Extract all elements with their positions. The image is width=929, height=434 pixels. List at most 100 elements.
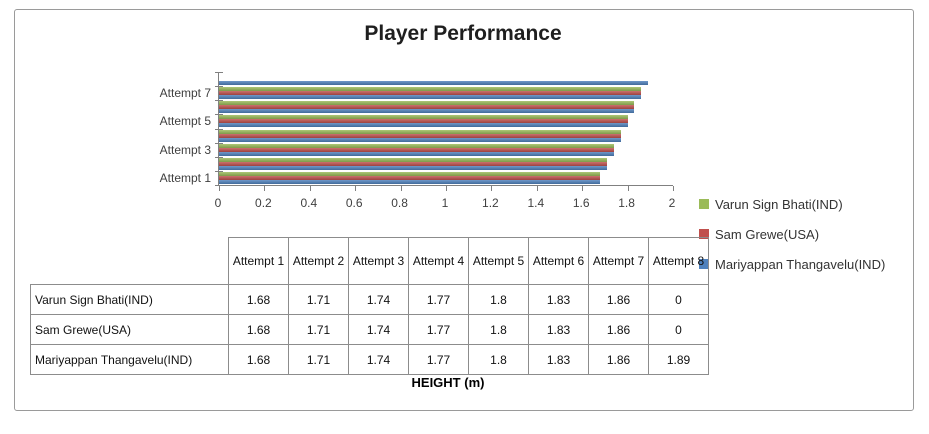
y-axis-tick — [215, 142, 223, 144]
table-cell: 1.74 — [348, 344, 409, 375]
bar-attempt-3-s1 — [219, 147, 614, 152]
table-cell: 1.77 — [408, 344, 469, 375]
table-column-header: Attempt 1 — [228, 237, 289, 285]
table-row: Mariyappan Thangavelu(IND) 1.68 1.71 1.74 1.… — [30, 344, 709, 375]
plot-area — [215, 72, 674, 191]
x-axis-tick-label: 1.6 — [572, 196, 590, 210]
y-axis-category-label: Attempt 5 — [159, 114, 211, 129]
bar-attempt-6-s0 — [219, 101, 635, 106]
legend-swatch-red-icon — [699, 229, 709, 239]
x-axis-title: HEIGHT (m) — [411, 375, 485, 390]
y-axis-category-label: Attempt 3 — [159, 142, 211, 157]
y-axis-tick — [215, 114, 223, 116]
x-axis-tick — [400, 186, 402, 191]
x-axis-tick-label: 1.2 — [482, 196, 499, 210]
bar-attempt-7-s0 — [219, 87, 642, 92]
data-table-grid: Attempt 1 Attempt 2 Attempt 3 Attempt 4 Atte… — [30, 237, 709, 375]
bar-attempt-3-s2 — [219, 151, 614, 156]
chart-title: Player Performance — [364, 22, 562, 45]
table-corner-cell — [30, 237, 229, 285]
bar-attempt-6-s1 — [219, 105, 635, 110]
x-axis-tick-label: 1 — [441, 196, 449, 210]
x-axis-tick-label: 0.6 — [345, 196, 363, 210]
table-cell: 1.71 — [288, 344, 349, 375]
x-axis-tick-label: 0.4 — [300, 196, 318, 210]
table-cell: 1.68 — [228, 284, 289, 315]
legend-swatch-green-icon — [699, 199, 709, 209]
legend-item-mariyappan: Mariyappan Thangavelu(IND) — [699, 254, 885, 274]
table-column-header: Attempt 4 — [408, 237, 469, 285]
y-axis-category-label: Attempt 7 — [159, 86, 211, 101]
table-row: Sam Grewe(USA) 1.68 1.71 1.74 1.77 1.8 1.83 1.8… — [30, 314, 709, 345]
bar-attempt-4-s2 — [219, 137, 621, 142]
x-axis-tick-label: 2 — [668, 196, 676, 210]
x-axis-tick — [309, 186, 311, 191]
x-axis-tick — [355, 186, 357, 191]
table-column-header: Attempt 8 — [648, 237, 709, 285]
x-axis-tick — [582, 186, 584, 191]
table-cell: 0 — [648, 284, 709, 315]
table-cell: 0 — [648, 314, 709, 345]
y-axis-tick — [215, 72, 223, 73]
x-axis-tick-label: 0 — [214, 196, 222, 210]
x-axis-tick — [446, 186, 447, 191]
bar-attempt-3-s0 — [219, 143, 614, 148]
table-cell: 1.86 — [588, 314, 649, 345]
table-row-header: Mariyappan Thangavelu(IND) — [30, 344, 229, 375]
table-cell: 1.83 — [528, 314, 589, 345]
table-row-header: Varun Sign Bhati(IND) — [30, 284, 229, 315]
bar-attempt-7-s1 — [219, 91, 642, 96]
table-cell: 1.74 — [348, 314, 409, 345]
x-axis-tick-label: 0.8 — [391, 196, 408, 210]
legend: Varun Sign Bhati(IND) Sam Grewe(USA) Mar… — [699, 194, 885, 284]
table-column-header: Attempt 7 — [588, 237, 649, 285]
y-axis-tick — [215, 170, 223, 172]
x-axis-tick — [219, 186, 220, 191]
bar-attempt-7-s2 — [219, 95, 642, 100]
x-axis-tick — [536, 186, 538, 191]
table-cell: 1.8 — [468, 314, 529, 345]
bar-attempt-1-s2 — [219, 179, 601, 184]
bar-attempt-1-s1 — [219, 175, 601, 180]
bar-attempt-8-s2 — [219, 81, 649, 86]
bar-attempt-4-s0 — [219, 129, 621, 134]
x-axis-tick — [491, 186, 493, 191]
table-cell: 1.83 — [528, 344, 589, 375]
x-axis-tick — [627, 186, 629, 191]
table-column-header: Attempt 3 — [348, 237, 409, 285]
legend-item-varun: Varun Sign Bhati(IND) — [699, 194, 885, 214]
table-column-header: Attempt 5 — [468, 237, 529, 285]
table-column-header: Attempt 2 — [288, 237, 349, 285]
bar-attempt-2-s0 — [219, 157, 608, 162]
bar-attempt-5-s0 — [219, 115, 628, 120]
table-cell: 1.89 — [648, 344, 709, 375]
bar-attempt-6-s2 — [219, 109, 635, 114]
bar-attempt-5-s2 — [219, 123, 628, 128]
legend-label: Varun Sign Bhati(IND) — [715, 196, 843, 212]
table-header-row: Attempt 1 Attempt 2 Attempt 3 Attempt 4 Atte… — [30, 237, 709, 285]
legend-item-sam: Sam Grewe(USA) — [699, 224, 885, 244]
x-axis-tick — [264, 186, 266, 191]
legend-label: Sam Grewe(USA) — [715, 226, 820, 242]
table-cell: 1.77 — [408, 314, 469, 345]
table-cell: 1.74 — [348, 284, 409, 315]
table-cell: 1.68 — [228, 314, 289, 345]
y-axis-tick — [215, 100, 223, 102]
x-axis-tick-label: 0.2 — [255, 196, 272, 210]
table-cell: 1.77 — [408, 284, 469, 315]
x-axis-tick-label: 1.8 — [618, 196, 635, 210]
y-axis-tick — [215, 86, 223, 88]
y-axis-tick — [215, 156, 223, 158]
table-cell: 1.83 — [528, 284, 589, 315]
bar-attempt-4-s1 — [219, 133, 621, 138]
y-axis-tick — [215, 185, 223, 186]
y-axis-tick — [215, 128, 223, 130]
y-axis-category-label: Attempt 1 — [159, 170, 211, 185]
table-row: Varun Sign Bhati(IND) 1.68 1.71 1.74 1.77 1.8… — [30, 284, 709, 315]
table-row-header: Sam Grewe(USA) — [30, 314, 229, 345]
bar-attempt-5-s1 — [219, 119, 628, 124]
x-axis-tick — [673, 186, 674, 191]
legend-label: Mariyappan Thangavelu(IND) — [715, 256, 886, 272]
table-cell: 1.8 — [468, 344, 529, 375]
